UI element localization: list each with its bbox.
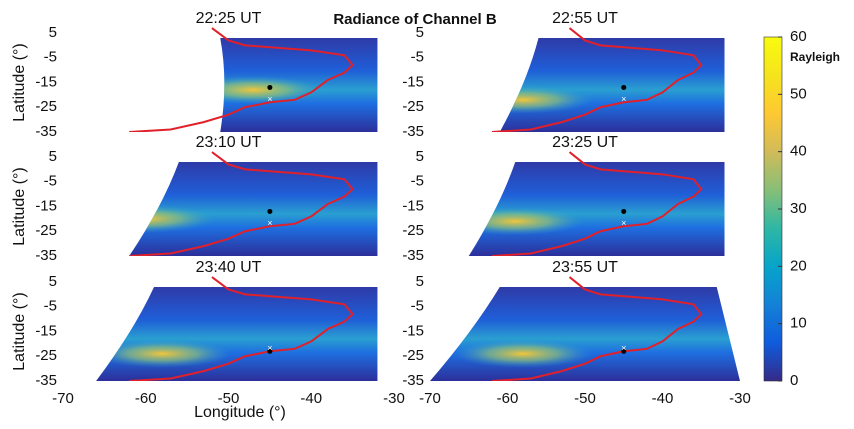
- y-tick-label: -5: [44, 49, 57, 66]
- panel-title: 23:40 UT: [196, 259, 262, 276]
- radiance-swath: [499, 37, 725, 132]
- x-tick-label: -70: [52, 390, 74, 407]
- coastline: [491, 27, 703, 132]
- y-tick-label: -15: [35, 197, 57, 214]
- x-tick-label: -50: [218, 390, 240, 407]
- y-tick-label: -5: [411, 173, 424, 190]
- colorbar-tick-label: 40: [790, 143, 807, 160]
- y-tick-label: -35: [402, 372, 424, 389]
- panel-plot: ×: [129, 27, 378, 132]
- figure-title: Radiance of Channel B: [333, 11, 497, 28]
- station-dot: [267, 348, 273, 354]
- y-tick-label: -5: [44, 173, 57, 190]
- y-tick-label: -35: [35, 247, 57, 264]
- y-tick-label: -5: [44, 298, 57, 315]
- x-tick-label: -30: [383, 390, 405, 407]
- radiance-swath: [430, 286, 740, 381]
- y-tick-label: 5: [49, 148, 57, 165]
- radiance-band: [453, 339, 593, 368]
- station-mark: ×: [267, 94, 272, 104]
- x-tick-label: -70: [419, 390, 441, 407]
- x-axis-label: Longitude (°): [194, 404, 286, 421]
- y-tick-label: -35: [402, 247, 424, 264]
- coastline: [129, 276, 355, 381]
- colorbar-label: Rayleigh: [790, 50, 840, 64]
- station-dot: [621, 348, 627, 354]
- y-tick-label: -15: [402, 197, 424, 214]
- colorbar-tick-label: 30: [790, 200, 807, 217]
- y-tick-label: -35: [35, 372, 57, 389]
- colorbar-tick-label: 50: [790, 85, 807, 102]
- station-dot: [621, 208, 627, 214]
- coastline: [491, 276, 703, 381]
- x-tick-label: -60: [135, 390, 157, 407]
- station-dot: [267, 208, 273, 214]
- panel-plot: ×: [468, 151, 725, 256]
- panel: × 23:25 UT 5 -5 -15 -25 -35: [402, 134, 725, 264]
- x-tick-label: -60: [497, 390, 519, 407]
- panel-title: 23:10 UT: [196, 134, 262, 151]
- x-tick-label: -40: [300, 390, 322, 407]
- y-tick-label: -35: [402, 123, 424, 140]
- radiance-band: [96, 339, 233, 368]
- y-axis-label: Latitude (°): [11, 292, 28, 370]
- radiance-swath: [129, 161, 378, 256]
- y-tick-label: -25: [402, 347, 424, 364]
- station-mark: ×: [267, 218, 272, 228]
- y-tick-label: 5: [416, 24, 424, 41]
- panel-plot: ×: [129, 151, 378, 256]
- station-mark: ×: [267, 343, 272, 353]
- y-tick-label: -25: [35, 98, 57, 115]
- panel-title: 22:25 UT: [196, 10, 262, 27]
- panel-plot: ×: [491, 27, 725, 132]
- colorbar-tick-label: 10: [790, 315, 807, 332]
- panel: × 23:40 UT 5 -5 -15 -25 -35 Latitude (°) -70 -60 -…: [11, 259, 405, 407]
- y-tick-label: -5: [411, 49, 424, 66]
- y-axis-label: Latitude (°): [11, 167, 28, 245]
- y-tick-label: 5: [416, 148, 424, 165]
- station-dot: [267, 84, 273, 90]
- colorbar-tick-label: 0: [790, 372, 798, 389]
- colorbar-tick-label: 20: [790, 257, 807, 274]
- y-tick-label: -15: [402, 73, 424, 90]
- y-tick-label: -15: [402, 322, 424, 339]
- panel-title: 22:55 UT: [552, 10, 618, 27]
- y-tick-label: -15: [35, 322, 57, 339]
- colorbar-tick-label: 60: [790, 28, 807, 45]
- radiance-band: [220, 75, 324, 104]
- y-tick-label: 5: [416, 273, 424, 290]
- panel-plot: ×: [96, 276, 378, 381]
- y-tick-label: -35: [35, 123, 57, 140]
- station-mark: ×: [621, 218, 626, 228]
- panel-title: 23:25 UT: [552, 134, 618, 151]
- panel: × 22:25 UT 5 -5 -15 -25 -35 Latitude (°): [11, 10, 378, 140]
- radiance-band: [468, 207, 586, 236]
- panel-title: 23:55 UT: [552, 259, 618, 276]
- radiance-band: [499, 85, 593, 114]
- coastline: [491, 151, 703, 256]
- y-tick-label: -25: [35, 347, 57, 364]
- panel-plot: ×: [430, 276, 740, 381]
- y-tick-label: -15: [35, 73, 57, 90]
- panel: × 23:10 UT 5 -5 -15 -25 -35 Latitude (°): [11, 134, 378, 264]
- panel: × 22:55 UT 5 -5 -15 -25 -35: [402, 10, 725, 140]
- x-tick-label: -50: [574, 390, 596, 407]
- station-mark: ×: [621, 343, 626, 353]
- station-dot: [621, 84, 627, 90]
- y-tick-label: -5: [411, 298, 424, 315]
- station-mark: ×: [621, 94, 626, 104]
- y-tick-label: -25: [402, 98, 424, 115]
- panel: × 23:55 UT 5 -5 -15 -25 -35-70 -60 -50 -40 -30: [402, 259, 751, 407]
- y-tick-label: -25: [35, 222, 57, 239]
- y-tick-label: 5: [49, 273, 57, 290]
- radiance-band: [129, 204, 216, 233]
- coastline: [129, 27, 355, 132]
- y-tick-label: 5: [49, 24, 57, 41]
- y-tick-label: -25: [402, 222, 424, 239]
- x-tick-label: -30: [729, 390, 751, 407]
- y-axis-label: Latitude (°): [11, 43, 28, 121]
- x-tick-label: -40: [652, 390, 674, 407]
- coastline: [129, 151, 355, 256]
